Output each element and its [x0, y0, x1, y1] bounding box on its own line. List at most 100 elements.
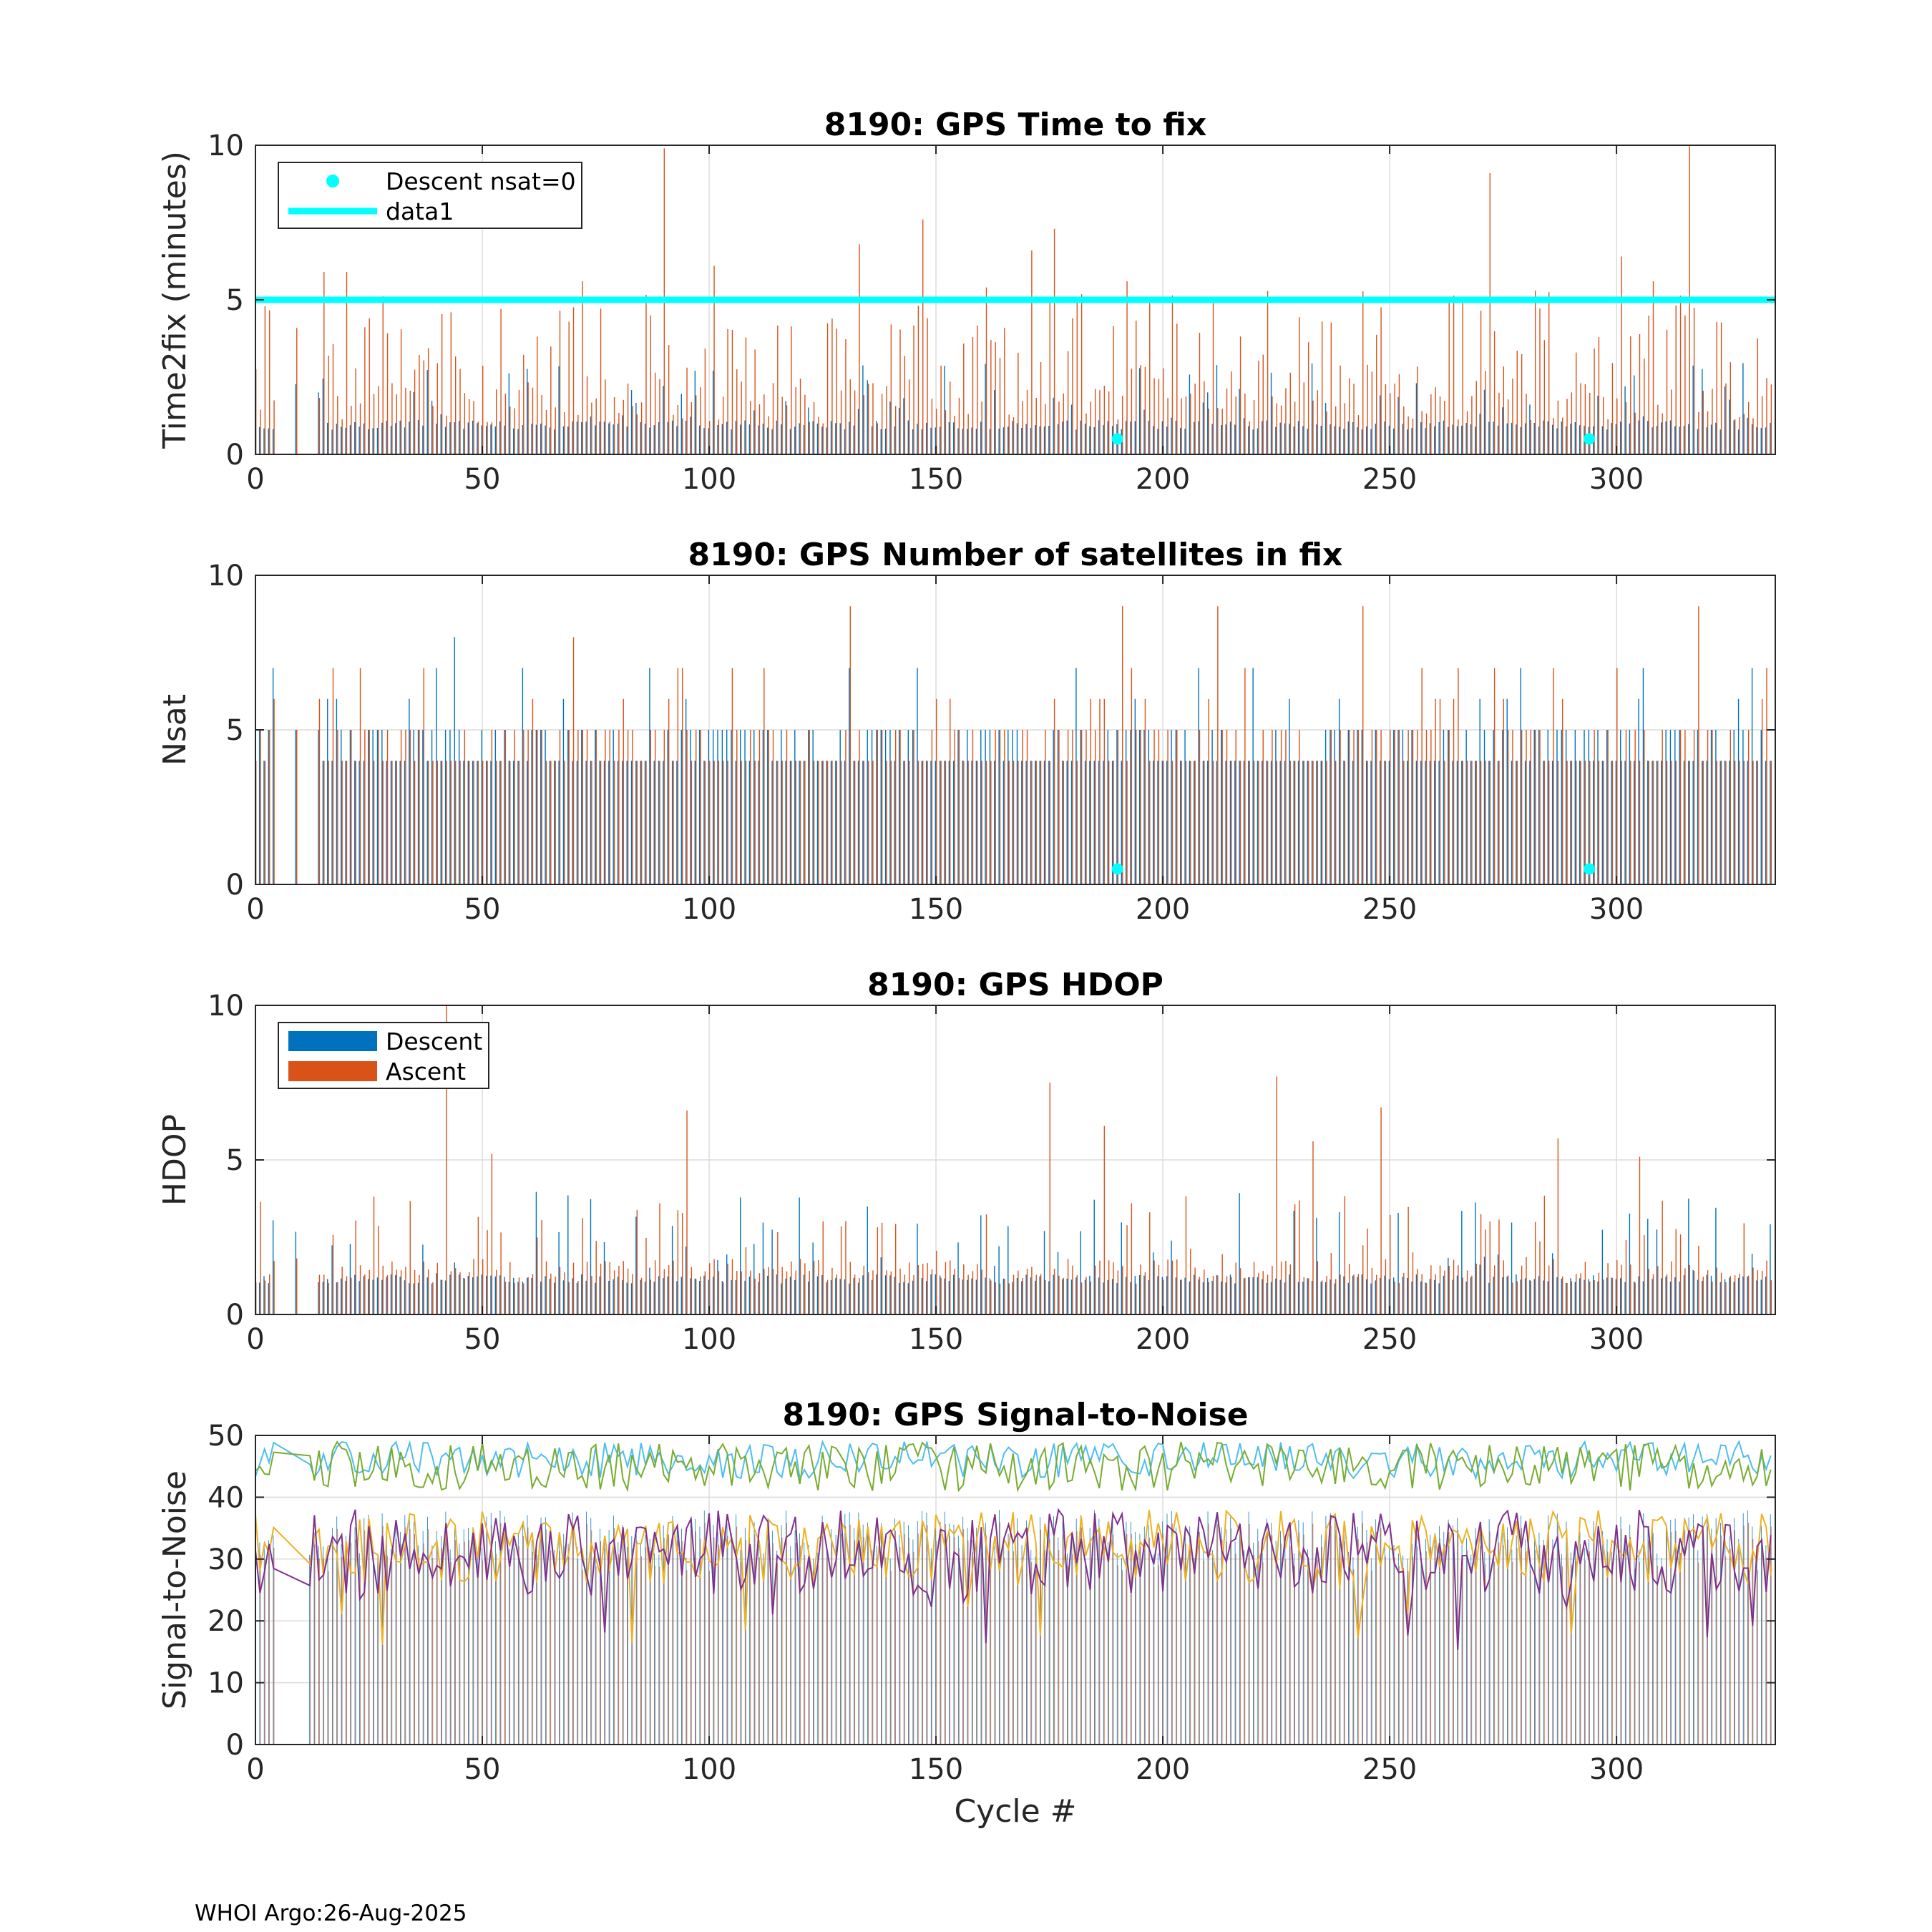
ascent-bar — [1349, 730, 1350, 884]
descent-bar — [998, 428, 1000, 454]
descent-bar — [590, 761, 592, 884]
ascent-bar — [273, 698, 275, 884]
descent-bar — [1284, 761, 1286, 884]
ascent-bar — [700, 1276, 701, 1314]
ascent-bar — [713, 265, 715, 454]
ascent-bar — [1589, 1281, 1591, 1314]
descent-bar — [1629, 423, 1631, 454]
snr-bar — [1380, 1528, 1382, 1745]
ascent-bar — [1562, 417, 1563, 454]
snr-bar — [976, 1528, 977, 1745]
ascent-bar — [1562, 698, 1563, 884]
descent-bar — [590, 416, 592, 454]
descent-bar — [857, 761, 859, 884]
ascent-bar — [886, 386, 887, 454]
ascent-bar — [786, 730, 788, 884]
ascent-bar — [1226, 1276, 1228, 1314]
descent-bar — [944, 366, 945, 454]
ascent-bar — [378, 386, 379, 454]
ascent-bar — [758, 404, 761, 454]
descent-bar — [1638, 1276, 1639, 1314]
ascent-bar — [754, 761, 756, 884]
snr-bar — [1103, 1536, 1104, 1745]
snr-bar — [962, 1516, 964, 1745]
descent-bar — [1647, 761, 1649, 884]
ascent-bar — [1380, 307, 1382, 454]
descent-bar — [426, 370, 428, 454]
ascent-bar — [595, 1240, 597, 1314]
descent-bar — [1248, 761, 1249, 884]
ascent-bar — [1657, 1266, 1659, 1314]
snr-bar — [790, 1546, 791, 1745]
ascent-bar — [1004, 1279, 1005, 1314]
descent-bar — [599, 421, 600, 454]
descent-bar — [1048, 761, 1050, 884]
descent-bar — [399, 420, 401, 454]
snr-bar — [1257, 1528, 1259, 1745]
descent-bar — [1370, 1283, 1372, 1314]
ascent-bar — [1729, 362, 1731, 454]
ascent-bar — [473, 1259, 474, 1314]
legend-marker-dot — [326, 175, 339, 187]
ascent-bar — [1194, 1267, 1196, 1314]
ascent-bar — [1403, 406, 1405, 454]
ascent-bar — [1489, 1221, 1491, 1314]
descent-bar — [1661, 422, 1662, 454]
snr-bar — [1647, 1528, 1649, 1745]
descent-bar — [957, 428, 959, 454]
descent-bar — [740, 730, 741, 884]
ascent-bar — [640, 761, 643, 884]
descent-bar — [821, 1275, 823, 1314]
snr-bar — [885, 1557, 887, 1745]
descent-bar — [889, 1275, 891, 1314]
ascent-bar — [1702, 1277, 1704, 1314]
ascent-bar — [645, 295, 647, 454]
snr-bar — [490, 1513, 492, 1745]
snr-bar — [799, 1533, 800, 1745]
snr-bar — [1207, 1511, 1209, 1745]
descent-bar — [1347, 730, 1350, 884]
snr-bar — [1054, 1528, 1055, 1745]
ascent-bar — [1094, 730, 1096, 884]
ascent-bar — [822, 423, 824, 454]
descent-bar — [1121, 1222, 1122, 1314]
descent-bar — [708, 730, 710, 884]
plot-marks — [255, 1439, 1772, 1745]
ascent-bar — [337, 730, 338, 884]
descent-bar — [1070, 404, 1073, 454]
descent-bar — [962, 761, 964, 884]
descent-bar — [1307, 429, 1308, 454]
ascent-bar — [527, 730, 529, 884]
snr-bar — [1606, 1539, 1608, 1745]
descent-bar — [1266, 761, 1267, 884]
descent-bar — [263, 761, 265, 884]
descent-bar — [1742, 1276, 1744, 1314]
ascent-bar — [1385, 761, 1387, 884]
snr-bar — [341, 1556, 343, 1745]
ascent-bar — [396, 394, 397, 454]
ascent-bar — [1757, 1270, 1759, 1314]
descent-bar — [1719, 429, 1721, 454]
snr-bar — [1080, 1515, 1081, 1745]
descent-bar — [1674, 1277, 1676, 1314]
descent-bar — [622, 761, 623, 884]
descent-bar — [467, 422, 469, 454]
ascent-bar — [436, 1262, 439, 1314]
ascent-bar — [709, 421, 711, 454]
ascent-bar — [1053, 698, 1055, 884]
ascent-bar — [1652, 281, 1654, 454]
ascent-bar — [359, 1265, 361, 1314]
ascent-bar — [1743, 761, 1745, 884]
snr-bar — [509, 1561, 511, 1745]
ascent-bar — [1425, 730, 1428, 884]
legend-box — [278, 162, 582, 229]
snr-bar — [455, 1540, 456, 1745]
snr-bar — [1289, 1533, 1290, 1745]
snr-bar — [1153, 1554, 1154, 1745]
snr-bar — [477, 1553, 478, 1745]
legend-marker-patch — [288, 1031, 377, 1051]
ascent-bar — [1548, 292, 1550, 454]
descent-bar — [1198, 1279, 1199, 1314]
ascent-bar — [1058, 730, 1060, 884]
snr-bar — [1071, 1541, 1073, 1745]
